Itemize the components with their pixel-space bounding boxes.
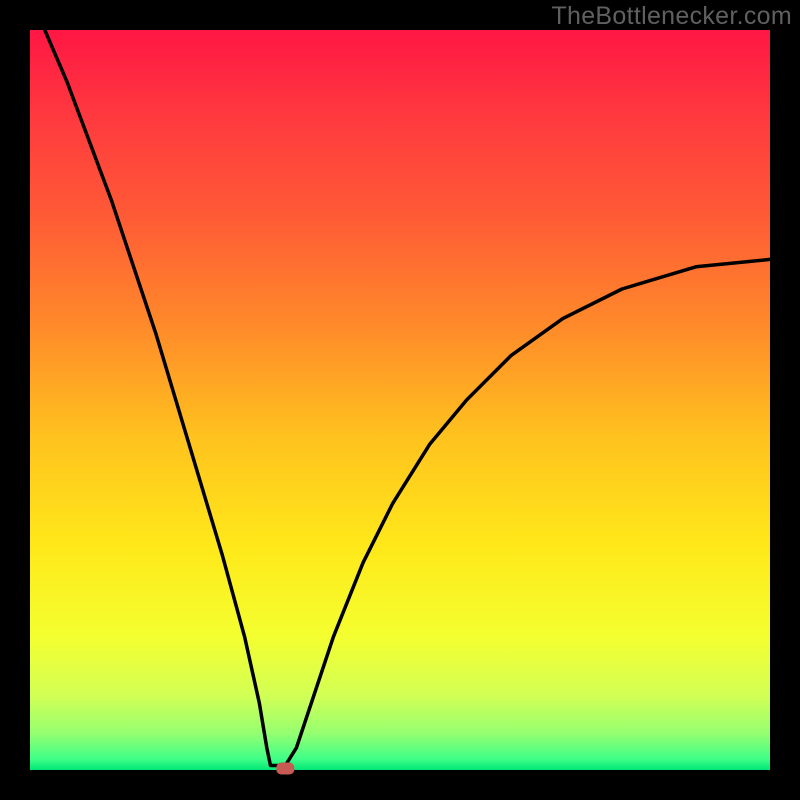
chart-stage: TheBottlenecker.com (0, 0, 800, 800)
optimum-marker (276, 763, 294, 775)
watermark-text: TheBottlenecker.com (551, 2, 792, 31)
gradient-plot-area (30, 30, 770, 770)
bottleneck-chart (0, 0, 800, 800)
